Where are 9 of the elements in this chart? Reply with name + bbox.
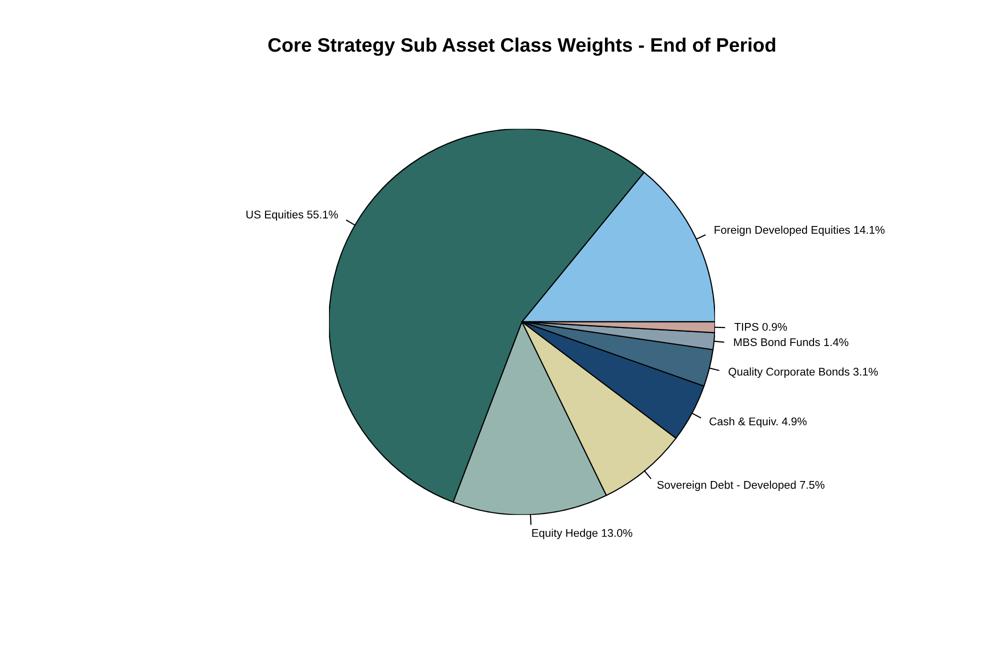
slice-label: MBS Bond Funds 1.4% (734, 338, 848, 346)
slice-label: Foreign Developed Equities 14.1% (714, 226, 885, 236)
slice-label: TIPS 0.9% (734, 322, 787, 331)
slice-label: Equity Hedge 13.0% (532, 528, 632, 540)
chart-title: Core Strategy Sub Asset Class Weights - End of Period (268, 38, 776, 56)
slice-label: US Equities 55.1% (246, 210, 338, 221)
slice-label: Cash & Equiv. 4.9% (710, 417, 807, 428)
slice-label: Sovereign Debt - Developed 7.5% (657, 480, 824, 492)
slice-label: Quality Corporate Bonds 3.1% (728, 368, 878, 378)
